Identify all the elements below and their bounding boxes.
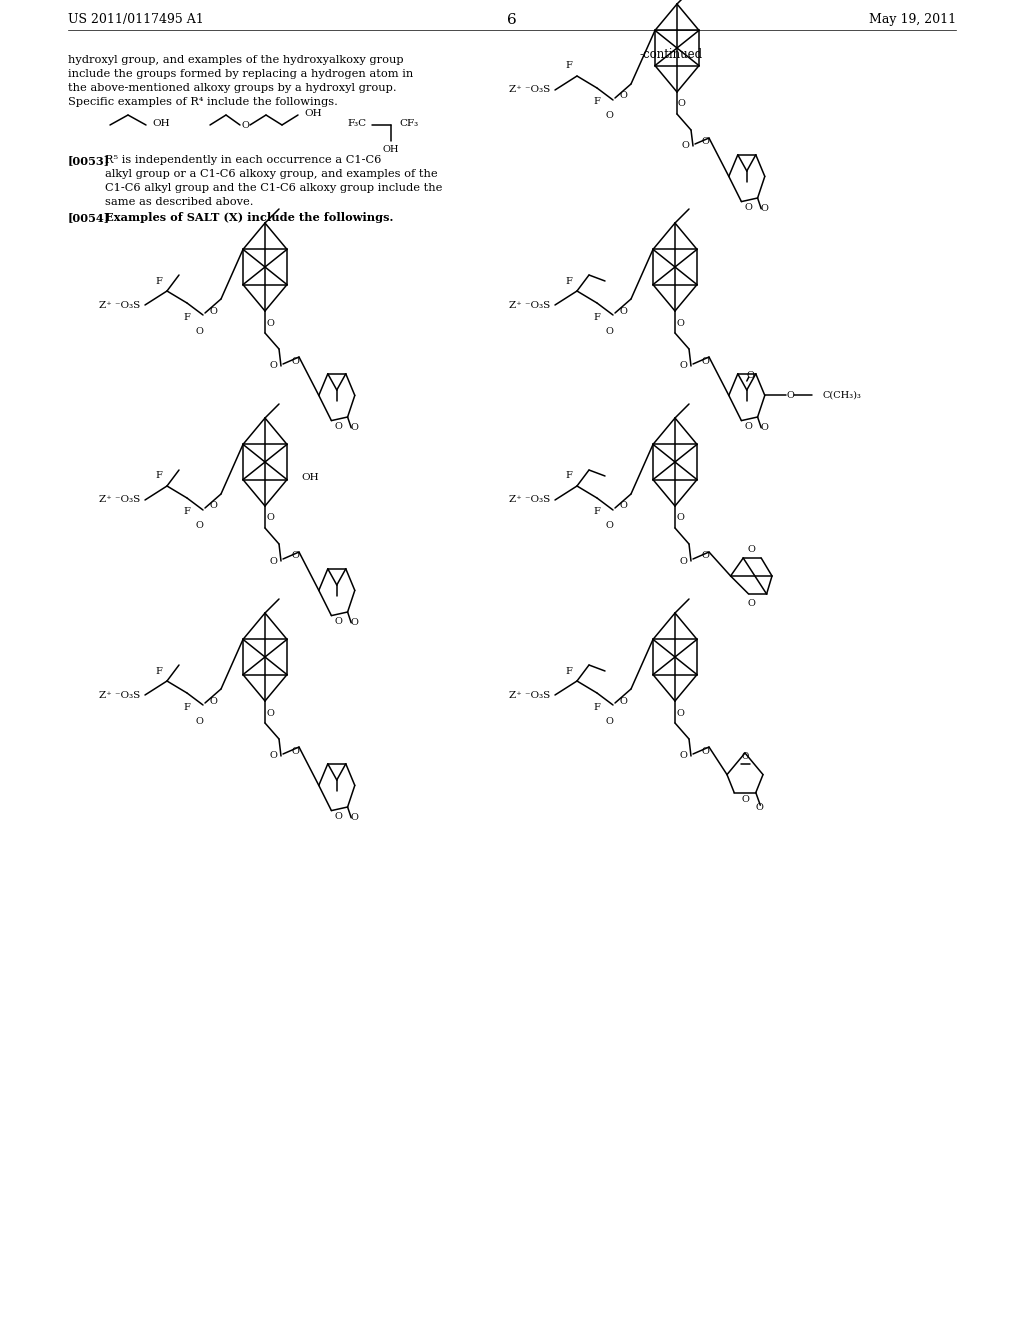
Text: O: O [335, 812, 343, 821]
Text: O: O [266, 709, 274, 718]
Text: OH: OH [152, 119, 170, 128]
Text: F₃C: F₃C [348, 119, 367, 128]
Text: O: O [291, 747, 299, 755]
Text: hydroxyl group, and examples of the hydroxyalkoxy group
include the groups forme: hydroxyl group, and examples of the hydr… [68, 55, 414, 107]
Text: Examples of SALT (X) include the followings.: Examples of SALT (X) include the followi… [105, 213, 393, 223]
Text: 6: 6 [507, 13, 517, 26]
Text: -continued: -continued [640, 49, 703, 62]
Text: O: O [620, 502, 627, 511]
Text: O: O [335, 422, 343, 432]
Text: O: O [605, 326, 613, 335]
Text: O: O [605, 717, 613, 726]
Text: O: O [266, 513, 274, 523]
Text: [0053]: [0053] [68, 154, 111, 166]
Text: O: O [744, 422, 753, 432]
Text: O: O [679, 751, 687, 760]
Text: O: O [761, 424, 769, 433]
Text: F: F [594, 313, 600, 322]
Text: O: O [748, 544, 756, 553]
Text: F: F [594, 507, 600, 516]
Text: O: O [351, 424, 358, 433]
Text: O: O [741, 752, 749, 762]
Text: Z⁺ ⁻O₃S: Z⁺ ⁻O₃S [98, 690, 140, 700]
Text: O: O [681, 141, 689, 150]
Text: O: O [748, 598, 756, 607]
Text: O: O [741, 795, 749, 804]
Text: F: F [156, 667, 163, 676]
Text: Z⁺ ⁻O₃S: Z⁺ ⁻O₃S [509, 690, 550, 700]
Text: O: O [676, 318, 684, 327]
Text: F: F [565, 62, 572, 70]
Text: R⁵ is independently in each occurrence a C1-C6
alkyl group or a C1-C6 alkoxy gro: R⁵ is independently in each occurrence a… [105, 154, 442, 207]
Text: O: O [195, 326, 203, 335]
Text: O: O [291, 356, 299, 366]
Text: CF₃: CF₃ [399, 119, 418, 128]
Text: O: O [269, 362, 276, 371]
Text: F: F [183, 507, 190, 516]
Text: O: O [676, 513, 684, 523]
Text: O: O [676, 709, 684, 718]
Text: O: O [756, 804, 763, 812]
Text: O: O [701, 356, 709, 366]
Text: C(CH₃)₃: C(CH₃)₃ [822, 391, 861, 400]
Text: US 2011/0117495 A1: US 2011/0117495 A1 [68, 13, 204, 26]
Text: O: O [195, 717, 203, 726]
Text: O: O [679, 362, 687, 371]
Text: F: F [156, 471, 163, 480]
Text: OH: OH [301, 473, 318, 482]
Text: O: O [746, 371, 755, 380]
Text: O: O [605, 111, 613, 120]
Text: OH: OH [304, 108, 322, 117]
Text: O: O [195, 521, 203, 531]
Text: O: O [620, 697, 627, 705]
Text: O: O [291, 552, 299, 561]
Text: Z⁺ ⁻O₃S: Z⁺ ⁻O₃S [98, 301, 140, 309]
Text: F: F [183, 702, 190, 711]
Text: F: F [565, 471, 572, 480]
Text: O: O [701, 747, 709, 755]
Text: O: O [620, 306, 627, 315]
Text: F: F [565, 667, 572, 676]
Text: O: O [761, 205, 769, 214]
Text: F: F [594, 702, 600, 711]
Text: O: O [209, 502, 217, 511]
Text: F: F [183, 313, 190, 322]
Text: OH: OH [383, 144, 399, 153]
Text: O: O [269, 751, 276, 760]
Text: F: F [156, 276, 163, 285]
Text: Z⁺ ⁻O₃S: Z⁺ ⁻O₃S [98, 495, 140, 504]
Text: O: O [701, 137, 709, 147]
Text: O: O [241, 120, 249, 129]
Text: [0054]: [0054] [68, 213, 111, 223]
Text: O: O [266, 318, 274, 327]
Text: O: O [209, 306, 217, 315]
Text: O: O [269, 557, 276, 565]
Text: O: O [351, 813, 358, 822]
Text: F: F [594, 98, 600, 107]
Text: O: O [620, 91, 627, 100]
Text: May 19, 2011: May 19, 2011 [869, 13, 956, 26]
Text: Z⁺ ⁻O₃S: Z⁺ ⁻O₃S [509, 86, 550, 95]
Text: O: O [786, 391, 794, 400]
Text: O: O [701, 552, 709, 561]
Text: Z⁺ ⁻O₃S: Z⁺ ⁻O₃S [509, 495, 550, 504]
Text: O: O [744, 203, 753, 213]
Text: O: O [677, 99, 685, 108]
Text: O: O [335, 618, 343, 627]
Text: O: O [605, 521, 613, 531]
Text: O: O [679, 557, 687, 565]
Text: O: O [351, 618, 358, 627]
Text: F: F [565, 276, 572, 285]
Text: Z⁺ ⁻O₃S: Z⁺ ⁻O₃S [509, 301, 550, 309]
Text: O: O [209, 697, 217, 705]
